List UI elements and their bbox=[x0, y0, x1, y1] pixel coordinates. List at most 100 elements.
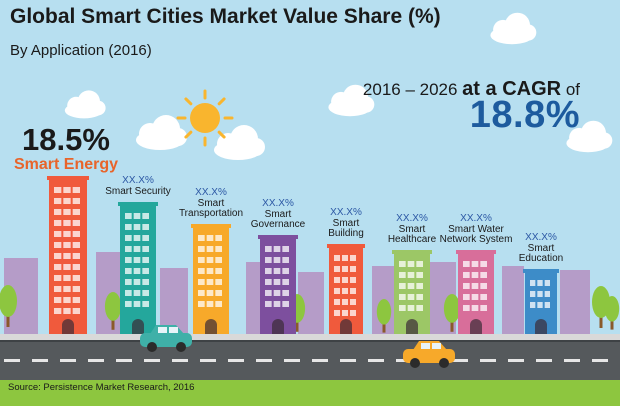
building-window bbox=[471, 283, 479, 289]
building-roof bbox=[456, 250, 496, 254]
building-window bbox=[282, 301, 289, 307]
building-window bbox=[72, 275, 80, 281]
building-window bbox=[537, 291, 543, 297]
tree-crown bbox=[104, 292, 122, 321]
cloud-puff bbox=[169, 128, 187, 146]
building-window bbox=[471, 294, 479, 300]
road-lane-stripe bbox=[32, 359, 48, 362]
building-window bbox=[282, 268, 289, 274]
building-window bbox=[463, 272, 470, 278]
building-window bbox=[54, 297, 62, 303]
building-window bbox=[342, 288, 348, 294]
cloud bbox=[214, 125, 265, 160]
building-window bbox=[416, 272, 423, 278]
building-window bbox=[142, 213, 149, 219]
building-window bbox=[342, 299, 348, 305]
building-window bbox=[72, 187, 80, 193]
building-window bbox=[63, 209, 71, 215]
building-window bbox=[63, 198, 71, 204]
building-window bbox=[463, 305, 470, 311]
road-lane-stripe bbox=[480, 359, 496, 362]
building-window bbox=[282, 279, 289, 285]
building-door bbox=[535, 319, 547, 334]
building-window bbox=[54, 187, 62, 193]
building-window bbox=[206, 268, 214, 274]
building-window bbox=[142, 301, 149, 307]
value-label: XX.X% bbox=[396, 213, 428, 224]
tree-icon bbox=[0, 285, 17, 327]
building-window bbox=[273, 301, 281, 307]
building-window bbox=[334, 277, 340, 283]
car-window bbox=[421, 343, 430, 349]
building-window bbox=[334, 310, 340, 316]
grass-strip bbox=[0, 380, 620, 406]
road-edge bbox=[0, 340, 620, 342]
cloud-puff bbox=[91, 100, 106, 116]
building-door bbox=[340, 319, 352, 334]
building-window bbox=[54, 253, 62, 259]
building-window bbox=[273, 290, 281, 296]
building-window bbox=[480, 261, 487, 267]
building-window bbox=[480, 272, 487, 278]
road-lane-stripe bbox=[536, 359, 552, 362]
building-window bbox=[544, 302, 550, 308]
sun-ray bbox=[184, 130, 193, 139]
road-lane-stripe bbox=[256, 359, 272, 362]
road-lane-stripe bbox=[284, 359, 300, 362]
building-window bbox=[63, 187, 71, 193]
building-window bbox=[198, 246, 205, 252]
building-window bbox=[265, 301, 272, 307]
road-lane-stripe bbox=[4, 359, 20, 362]
building-window bbox=[407, 283, 415, 289]
road-lane-stripe bbox=[200, 359, 216, 362]
building-window bbox=[334, 266, 340, 272]
building-window bbox=[537, 302, 543, 308]
building-window bbox=[480, 283, 487, 289]
building-roof bbox=[258, 235, 298, 239]
building-window bbox=[142, 246, 149, 252]
building-window bbox=[206, 301, 214, 307]
building-window bbox=[54, 242, 62, 248]
building-window bbox=[282, 290, 289, 296]
building-window bbox=[282, 246, 289, 252]
cagr-word: CAGR bbox=[502, 78, 562, 100]
car-wheel bbox=[147, 342, 157, 352]
cagr-value: 18.8% bbox=[469, 94, 580, 136]
value-label: XX.X% bbox=[195, 187, 227, 198]
building-door bbox=[406, 319, 418, 334]
category-label: Smart Education bbox=[518, 243, 564, 264]
building-roof bbox=[47, 176, 89, 180]
building-window bbox=[63, 297, 71, 303]
building-window bbox=[471, 305, 479, 311]
cloud bbox=[566, 120, 613, 153]
building-window bbox=[63, 275, 71, 281]
building-window bbox=[471, 272, 479, 278]
building-window bbox=[399, 305, 406, 311]
building-window bbox=[416, 283, 423, 289]
building-window bbox=[350, 288, 356, 294]
building-window bbox=[350, 277, 356, 283]
building-window bbox=[350, 310, 356, 316]
chart-title: Global Smart Cities Market Value Share (… bbox=[10, 5, 441, 28]
building-roof bbox=[392, 250, 432, 254]
building-window bbox=[54, 264, 62, 270]
building-window bbox=[544, 291, 550, 297]
building-window bbox=[334, 288, 340, 294]
building-window bbox=[125, 246, 132, 252]
cagr-statement: 2016 – 2026 at a CAGR of bbox=[363, 78, 580, 101]
building-window bbox=[350, 266, 356, 272]
building-window bbox=[407, 272, 415, 278]
car-window bbox=[432, 343, 441, 349]
building-window bbox=[54, 308, 62, 314]
building-window bbox=[206, 279, 214, 285]
category-label: Smart Healthcare bbox=[387, 224, 437, 245]
building-window bbox=[350, 299, 356, 305]
building-window bbox=[265, 290, 272, 296]
road-lane-stripe bbox=[368, 359, 384, 362]
cloud bbox=[490, 12, 537, 45]
building-window bbox=[198, 301, 205, 307]
building-window bbox=[273, 279, 281, 285]
tree-icon bbox=[376, 299, 392, 333]
building-window bbox=[63, 242, 71, 248]
